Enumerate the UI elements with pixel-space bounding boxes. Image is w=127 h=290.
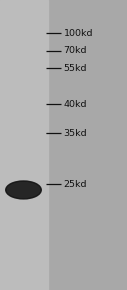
Ellipse shape [6,181,41,199]
Text: 70kd: 70kd [64,46,87,55]
Text: 55kd: 55kd [64,64,87,73]
Text: 25kd: 25kd [64,180,87,189]
Text: 40kd: 40kd [64,100,87,109]
Text: 35kd: 35kd [64,129,87,138]
Bar [0,0,48,290]
Text: 100kd: 100kd [64,29,93,38]
